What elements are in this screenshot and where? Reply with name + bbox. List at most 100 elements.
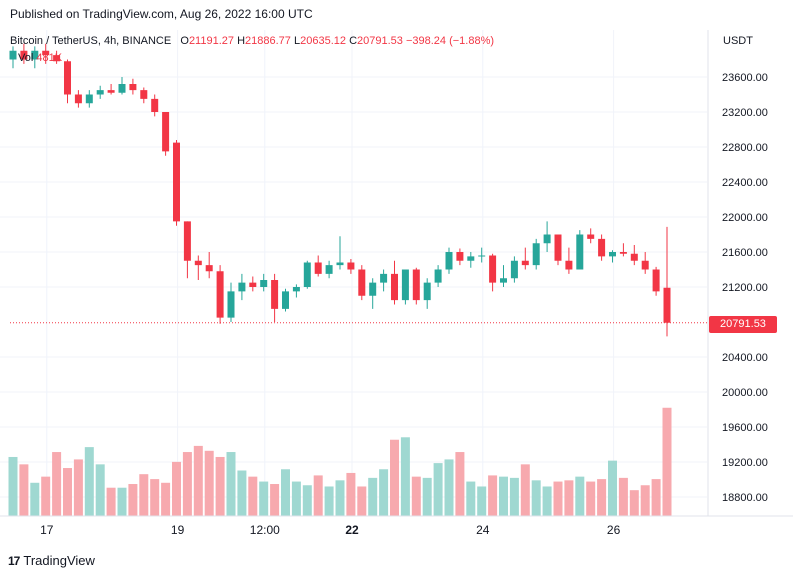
price-tick-label: 21200.00 <box>722 282 768 294</box>
candle-body <box>162 112 170 152</box>
volume-bars <box>8 407 672 516</box>
price-tick-label: 18800.00 <box>722 492 768 504</box>
price-tick-label: 20000.00 <box>722 387 768 399</box>
candle-body <box>292 287 300 292</box>
time-tick-label: 24 <box>476 523 490 537</box>
volume-bar <box>368 477 378 516</box>
volume-bar <box>651 479 661 516</box>
volume-bar <box>128 484 138 516</box>
candle-body <box>107 90 115 93</box>
volume-bar <box>488 475 498 516</box>
candle-body <box>271 280 279 309</box>
volume-bar <box>400 437 410 516</box>
volume-bar <box>150 479 160 516</box>
candle-body <box>249 282 257 287</box>
volume-bar <box>618 477 628 516</box>
volume-bar <box>477 486 487 516</box>
volume-bar <box>84 447 94 516</box>
volume-bar <box>531 480 541 516</box>
candle-body <box>401 269 409 301</box>
candle-body <box>336 262 344 266</box>
low-value: 20635.12 <box>300 35 346 47</box>
candle-body <box>9 50 17 60</box>
candle-body <box>652 269 660 292</box>
candle-body <box>325 265 333 274</box>
candle-body <box>619 252 627 254</box>
candle-body <box>347 262 355 270</box>
volume-bar <box>237 470 247 516</box>
volume-bar <box>95 464 105 516</box>
candle-body <box>96 90 104 95</box>
open-label: O <box>180 35 189 47</box>
candle-body <box>554 234 562 261</box>
time-tick-label: 19 <box>171 523 185 537</box>
volume-bar <box>629 490 639 516</box>
volume-bar <box>575 476 585 516</box>
volume-bar <box>182 452 192 516</box>
volume-bar <box>226 452 236 516</box>
candle-body <box>173 142 180 222</box>
volume-bar <box>357 486 367 516</box>
price-tick-label: 22000.00 <box>722 212 768 224</box>
published-header: Published on TradingView.com, Aug 26, 20… <box>10 7 313 21</box>
volume-bar <box>8 456 18 516</box>
time-tick-label: 12:00 <box>250 523 280 537</box>
candle-body <box>467 256 475 261</box>
candle-body <box>358 269 366 296</box>
candle-body <box>412 269 420 301</box>
volume-bar <box>564 480 574 516</box>
candle-body <box>42 50 50 56</box>
volume-bar <box>444 459 454 516</box>
volume-bar <box>662 407 672 516</box>
volume-bar <box>139 474 149 516</box>
candle-body <box>183 221 191 261</box>
candle-body <box>380 273 388 283</box>
volume-bar <box>455 452 465 516</box>
candle-body <box>510 260 518 279</box>
volume-bar <box>117 487 127 516</box>
price-tick-label: 21600.00 <box>722 247 768 259</box>
volume-bar <box>390 439 399 516</box>
brand-name: TradingView <box>23 553 95 568</box>
candle-body <box>609 252 616 257</box>
volume-bar <box>542 486 552 516</box>
volume-bar <box>640 485 650 516</box>
candle-body <box>282 291 289 309</box>
volume-bar <box>30 482 40 516</box>
volume-bar <box>270 484 280 516</box>
volume-bar <box>302 485 312 516</box>
volume-bar <box>433 463 443 516</box>
candle-body <box>216 271 224 318</box>
candle-body <box>663 287 671 323</box>
candle-body <box>151 98 159 112</box>
price-tick-label: 22400.00 <box>722 177 768 189</box>
candle-body <box>140 90 148 99</box>
candle-body <box>31 50 39 60</box>
volume-bar <box>63 468 72 516</box>
candle-body <box>445 252 453 270</box>
volume-bar <box>248 476 258 516</box>
price-tick-label: 20400.00 <box>722 352 768 364</box>
candles <box>9 43 671 337</box>
volume-bar <box>422 477 432 516</box>
candle-body <box>369 282 377 296</box>
volume-bar <box>259 481 269 516</box>
tradingview-brand[interactable]: 17 TradingView <box>8 553 95 568</box>
symbol-name[interactable]: Bitcoin / TetherUS, 4h, BINANCE <box>10 35 172 47</box>
volume-bar <box>335 480 345 516</box>
candle-body <box>227 291 235 318</box>
close-label: C <box>349 35 358 47</box>
volume-bar <box>204 450 214 516</box>
change-value: −398.24 (−1.88%) <box>405 35 495 47</box>
volume-bar <box>379 469 389 516</box>
volume-bar <box>19 464 29 516</box>
candle-body <box>303 262 311 287</box>
candle-body <box>391 273 398 301</box>
volume-bar <box>41 476 51 516</box>
candle-body <box>129 84 137 91</box>
price-tick-label: 23600.00 <box>722 72 768 84</box>
candle-body <box>630 253 638 261</box>
currency-label[interactable]: USDT <box>723 35 753 47</box>
candle-body <box>85 94 93 104</box>
